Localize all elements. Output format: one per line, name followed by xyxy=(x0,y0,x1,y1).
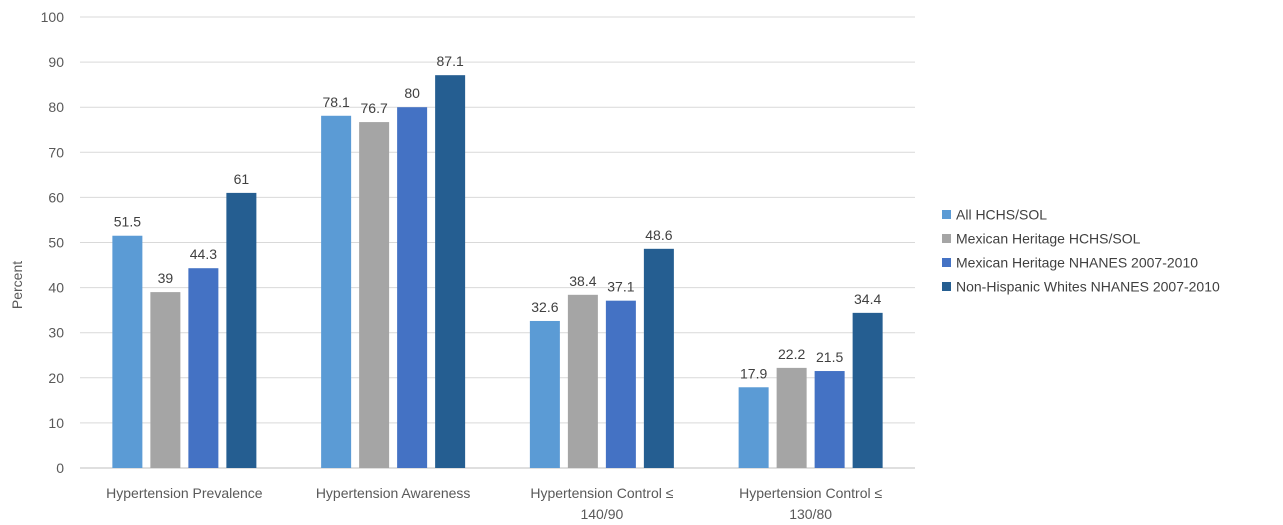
data-label: 38.4 xyxy=(569,273,596,289)
bar xyxy=(529,320,560,468)
y-tick-label: 80 xyxy=(48,99,64,115)
legend-label: Non-Hispanic Whites NHANES 2007-2010 xyxy=(956,279,1220,295)
y-tick-label: 40 xyxy=(48,280,64,296)
data-label: 32.6 xyxy=(531,299,558,315)
data-label: 37.1 xyxy=(607,279,634,295)
x-tick-label: 130/80 xyxy=(789,506,832,522)
bar xyxy=(112,235,143,468)
y-tick-label: 10 xyxy=(48,415,64,431)
legend: All HCHS/SOL Mexican Heritage HCHS/SOL Mex… xyxy=(942,207,1220,295)
bar xyxy=(150,292,181,468)
y-axis-title: Percent xyxy=(9,261,25,309)
data-label: 87.1 xyxy=(437,53,464,69)
y-tick-label: 70 xyxy=(48,144,64,160)
bar xyxy=(226,192,257,468)
bar xyxy=(605,300,636,468)
data-label: 48.6 xyxy=(645,227,672,243)
bar xyxy=(359,122,390,468)
y-tick-label: 100 xyxy=(41,9,65,25)
legend-swatch xyxy=(942,258,951,267)
data-label: 34.4 xyxy=(854,291,881,307)
bar xyxy=(776,367,807,468)
y-tick-label: 0 xyxy=(56,460,64,476)
x-tick-label: Hypertension Awareness xyxy=(316,485,471,501)
bar xyxy=(188,268,219,468)
data-label: 61 xyxy=(234,171,250,187)
legend-swatch xyxy=(942,282,951,291)
y-tick-label: 30 xyxy=(48,325,64,341)
bar xyxy=(738,387,769,468)
data-label: 17.9 xyxy=(740,365,767,381)
y-tick-label: 20 xyxy=(48,370,64,386)
data-label: 76.7 xyxy=(361,100,388,116)
gridlines xyxy=(80,16,915,469)
data-label: 39 xyxy=(158,270,174,286)
data-label: 22.2 xyxy=(778,346,805,362)
x-tick-label: Hypertension Prevalence xyxy=(106,485,263,501)
bar xyxy=(435,75,466,468)
bar xyxy=(567,294,598,468)
data-labels: 51.5 39 44.3 61 78.1 76.7 80 87.1 32.6 38.4 37.1 48… xyxy=(114,53,882,381)
data-label: 21.5 xyxy=(816,349,843,365)
bar xyxy=(397,107,428,468)
bars xyxy=(112,75,883,469)
bar xyxy=(852,312,883,468)
y-tick-label: 90 xyxy=(48,54,64,70)
legend-swatch xyxy=(942,210,951,219)
bar xyxy=(321,115,352,469)
axes: 0 10 20 30 40 50 60 70 80 90 100 Hypertension Preva… xyxy=(41,9,883,522)
x-tick-label: Hypertension Control ≤ xyxy=(530,485,673,501)
data-label: 80 xyxy=(404,85,420,101)
legend-label: Mexican Heritage HCHS/SOL xyxy=(956,231,1141,247)
legend-swatch xyxy=(942,234,951,243)
y-tick-label: 50 xyxy=(48,235,64,251)
bar xyxy=(643,248,674,468)
x-tick-label: Hypertension Control ≤ xyxy=(739,485,882,501)
y-tick-label: 60 xyxy=(48,189,64,205)
data-label: 51.5 xyxy=(114,214,141,230)
x-tick-label: 140/90 xyxy=(580,506,623,522)
legend-label: Mexican Heritage NHANES 2007-2010 xyxy=(956,255,1198,271)
data-label: 78.1 xyxy=(323,94,350,110)
bar xyxy=(814,371,845,468)
legend-label: All HCHS/SOL xyxy=(956,207,1047,223)
data-label: 44.3 xyxy=(190,246,217,262)
